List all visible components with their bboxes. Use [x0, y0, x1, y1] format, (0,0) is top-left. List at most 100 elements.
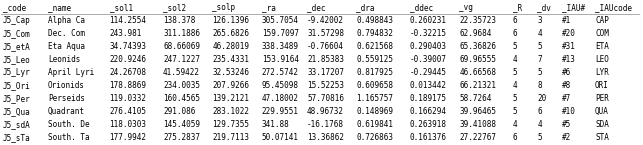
Text: 6: 6: [512, 133, 518, 142]
Text: _code: _code: [3, 3, 26, 12]
Text: 5: 5: [512, 94, 518, 103]
Text: 159.7097: 159.7097: [262, 29, 299, 38]
Text: _vg: _vg: [459, 3, 473, 12]
Text: 5: 5: [512, 42, 518, 51]
Text: J5_Qua: J5_Qua: [3, 107, 30, 116]
Text: 4: 4: [512, 55, 518, 64]
Text: _solp: _solp: [212, 3, 235, 12]
Text: 6: 6: [512, 29, 518, 38]
Text: 48.96732: 48.96732: [307, 107, 344, 116]
Text: Perseids: Perseids: [48, 94, 85, 103]
Text: 34.74393: 34.74393: [109, 42, 147, 51]
Text: 6: 6: [512, 16, 518, 25]
Text: -0.29445: -0.29445: [410, 68, 447, 77]
Text: STA: STA: [595, 133, 609, 142]
Text: PER: PER: [595, 94, 609, 103]
Text: J5_Lyr: J5_Lyr: [3, 68, 30, 77]
Text: 57.70816: 57.70816: [307, 94, 344, 103]
Text: 5: 5: [538, 133, 542, 142]
Text: 177.9942: 177.9942: [109, 133, 147, 142]
Text: _name: _name: [48, 3, 71, 12]
Text: COM: COM: [595, 29, 609, 38]
Text: 207.9266: 207.9266: [212, 81, 249, 90]
Text: 33.17207: 33.17207: [307, 68, 344, 77]
Text: CAP: CAP: [595, 16, 609, 25]
Text: 0.794832: 0.794832: [356, 29, 394, 38]
Text: Leonids: Leonids: [48, 55, 80, 64]
Text: #1: #1: [562, 16, 572, 25]
Text: -9.42002: -9.42002: [307, 16, 344, 25]
Text: #7: #7: [562, 94, 572, 103]
Text: 220.9246: 220.9246: [109, 55, 147, 64]
Text: 58.7264: 58.7264: [459, 94, 492, 103]
Text: 276.4105: 276.4105: [109, 107, 147, 116]
Text: SDA: SDA: [595, 120, 609, 129]
Text: Alpha Ca: Alpha Ca: [48, 16, 85, 25]
Text: 20: 20: [538, 94, 547, 103]
Text: _dra: _dra: [356, 3, 375, 12]
Text: 4: 4: [512, 81, 518, 90]
Text: 219.7113: 219.7113: [212, 133, 249, 142]
Text: 0.609658: 0.609658: [356, 81, 394, 90]
Text: 4: 4: [512, 120, 518, 129]
Text: 235.4331: 235.4331: [212, 55, 249, 64]
Text: 0.161376: 0.161376: [410, 133, 447, 142]
Text: 22.35723: 22.35723: [459, 16, 496, 25]
Text: _IAU#: _IAU#: [562, 3, 585, 12]
Text: 341.88: 341.88: [262, 120, 289, 129]
Text: _dv: _dv: [538, 3, 551, 12]
Text: #13: #13: [562, 55, 576, 64]
Text: 153.9164: 153.9164: [262, 55, 299, 64]
Text: _ra: _ra: [262, 3, 276, 12]
Text: #20: #20: [562, 29, 576, 38]
Text: 8: 8: [538, 81, 542, 90]
Text: _ddec: _ddec: [410, 3, 433, 12]
Text: Quadrant: Quadrant: [48, 107, 85, 116]
Text: 243.981: 243.981: [109, 29, 142, 38]
Text: 31.57298: 31.57298: [307, 29, 344, 38]
Text: 39.41088: 39.41088: [459, 120, 496, 129]
Text: -0.39007: -0.39007: [410, 55, 447, 64]
Text: South. De: South. De: [48, 120, 89, 129]
Text: J5_Cap: J5_Cap: [3, 16, 30, 25]
Text: 0.817925: 0.817925: [356, 68, 394, 77]
Text: 65.36826: 65.36826: [459, 42, 496, 51]
Text: -0.76604: -0.76604: [307, 42, 344, 51]
Text: 283.1022: 283.1022: [212, 107, 249, 116]
Text: ETA: ETA: [595, 42, 609, 51]
Text: J5_Com: J5_Com: [3, 29, 30, 38]
Text: LEO: LEO: [595, 55, 609, 64]
Text: 272.5742: 272.5742: [262, 68, 299, 77]
Text: 305.7054: 305.7054: [262, 16, 299, 25]
Text: -16.1768: -16.1768: [307, 120, 344, 129]
Text: 39.96465: 39.96465: [459, 107, 496, 116]
Text: 275.2837: 275.2837: [163, 133, 200, 142]
Text: Dec. Com: Dec. Com: [48, 29, 85, 38]
Text: 247.1227: 247.1227: [163, 55, 200, 64]
Text: J5_Leo: J5_Leo: [3, 55, 30, 64]
Text: 160.4565: 160.4565: [163, 94, 200, 103]
Text: 0.013442: 0.013442: [410, 81, 447, 90]
Text: South. Ta: South. Ta: [48, 133, 89, 142]
Text: 291.086: 291.086: [163, 107, 195, 116]
Text: #10: #10: [562, 107, 576, 116]
Text: 15.52253: 15.52253: [307, 81, 344, 90]
Text: 0.559125: 0.559125: [356, 55, 394, 64]
Text: 68.66069: 68.66069: [163, 42, 200, 51]
Text: 126.1396: 126.1396: [212, 16, 249, 25]
Text: 0.260231: 0.260231: [410, 16, 447, 25]
Text: 21.85383: 21.85383: [307, 55, 344, 64]
Text: ORI: ORI: [595, 81, 609, 90]
Text: _sol1: _sol1: [109, 3, 132, 12]
Text: 145.4059: 145.4059: [163, 120, 200, 129]
Text: 4: 4: [538, 29, 542, 38]
Text: 118.0303: 118.0303: [109, 120, 147, 129]
Text: 1.165757: 1.165757: [356, 94, 394, 103]
Text: 0.619841: 0.619841: [356, 120, 394, 129]
Text: 265.6826: 265.6826: [212, 29, 249, 38]
Text: 47.18002: 47.18002: [262, 94, 299, 103]
Text: _dec: _dec: [307, 3, 325, 12]
Text: 62.9684: 62.9684: [459, 29, 492, 38]
Text: 0.726863: 0.726863: [356, 133, 394, 142]
Text: _IAUcode: _IAUcode: [595, 3, 632, 12]
